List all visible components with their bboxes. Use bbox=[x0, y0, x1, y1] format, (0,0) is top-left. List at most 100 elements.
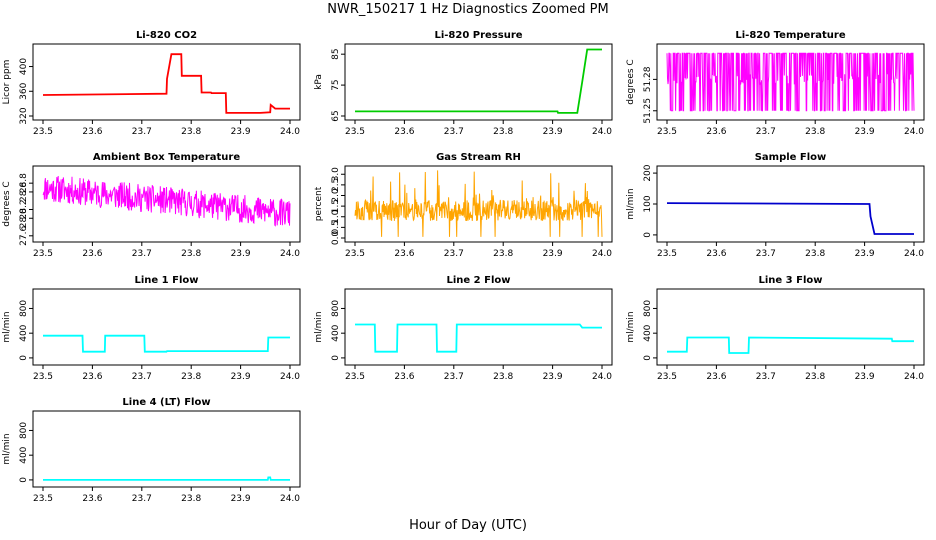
series-line bbox=[355, 48, 602, 114]
y-tick-label: 400 bbox=[19, 58, 29, 75]
y-tick-label: 28.2 bbox=[19, 199, 29, 219]
common-x-axis-label: Hour of Day (UTC) bbox=[409, 518, 527, 533]
x-tick-label: 23.6 bbox=[394, 249, 414, 259]
y-tick-label: 800 bbox=[643, 300, 653, 317]
x-tick-label: 23.5 bbox=[657, 249, 677, 259]
panel-title: Line 2 Flow bbox=[447, 275, 511, 286]
panel-8: Line 2 Flow ml/min 23.5 23.6 23.7 23.8 23.9 24.… bbox=[314, 275, 613, 382]
panel-10: Line 4 (LT) Flow ml/min 23.5 23.6 23.7 23.8 23… bbox=[2, 397, 301, 504]
y-axis-label: ml/min bbox=[314, 311, 324, 342]
x-tick-label: 24.0 bbox=[904, 127, 924, 137]
x-tick-label: 23.7 bbox=[756, 249, 776, 259]
x-tick-label: 23.6 bbox=[82, 494, 102, 504]
series-line bbox=[354, 170, 603, 237]
panel-title: Sample Flow bbox=[755, 152, 827, 163]
x-tick-label: 23.9 bbox=[543, 249, 563, 259]
y-tick-label: 85 bbox=[331, 48, 341, 59]
x-tick-label: 23.9 bbox=[543, 127, 563, 137]
y-axis-label: Licor ppm bbox=[2, 60, 12, 105]
plot-frame bbox=[32, 165, 301, 243]
panel-title: Line 3 Flow bbox=[759, 275, 823, 286]
panel-title: Line 1 Flow bbox=[135, 275, 199, 286]
y-tick-label: 0 bbox=[331, 355, 341, 361]
y-tick-label: 3.0 bbox=[331, 167, 341, 182]
y-axis-label: degrees C bbox=[626, 59, 636, 104]
y-tick-label: 800 bbox=[19, 300, 29, 317]
y-tick-label: 200 bbox=[643, 164, 653, 181]
x-tick-label: 24.0 bbox=[904, 372, 924, 382]
y-tick-label: 0 bbox=[19, 355, 29, 361]
y-tick-label: 800 bbox=[331, 300, 341, 317]
x-tick-label: 23.7 bbox=[132, 494, 152, 504]
y-tick-label: 0 bbox=[19, 477, 29, 483]
y-tick-label: 1.5 bbox=[331, 199, 341, 213]
y-tick-label: 28.6 bbox=[19, 182, 29, 202]
y-tick-label: 28.0 bbox=[19, 208, 29, 228]
x-tick-label: 23.9 bbox=[231, 127, 251, 137]
plot-frame bbox=[344, 288, 613, 366]
series-line bbox=[42, 175, 291, 227]
x-tick-label: 24.0 bbox=[280, 249, 300, 259]
x-tick-label: 24.0 bbox=[280, 372, 300, 382]
x-tick-label: 23.8 bbox=[805, 372, 825, 382]
y-tick-label: 51.28 bbox=[643, 66, 653, 92]
x-tick-label: 23.9 bbox=[231, 494, 251, 504]
y-tick-label: 51.25 bbox=[643, 98, 653, 124]
y-tick-label: 800 bbox=[19, 422, 29, 439]
x-tick-label: 23.6 bbox=[394, 127, 414, 137]
y-axis-label: percent bbox=[314, 186, 324, 221]
x-tick-label: 23.5 bbox=[33, 127, 53, 137]
panel-3: Li-820 Temperature degrees C 23.5 23.6 23.7 2… bbox=[626, 30, 925, 137]
x-tick-label: 23.5 bbox=[345, 127, 365, 137]
x-tick-label: 23.6 bbox=[706, 249, 726, 259]
panel-title: Li-820 Pressure bbox=[434, 30, 522, 41]
plot-frame bbox=[656, 43, 925, 121]
y-tick-label: 2.0 bbox=[331, 188, 341, 203]
y-tick-label: 1.0 bbox=[331, 209, 341, 224]
x-tick-label: 23.8 bbox=[805, 127, 825, 137]
x-tick-label: 23.6 bbox=[706, 372, 726, 382]
plot-frame bbox=[32, 288, 301, 366]
x-tick-label: 23.7 bbox=[132, 372, 152, 382]
x-tick-label: 23.8 bbox=[181, 494, 201, 504]
panel-title: Line 4 (LT) Flow bbox=[122, 397, 210, 408]
panel-6: Sample Flow ml/min 23.5 23.6 23.7 23.8 23.9 24.… bbox=[626, 152, 925, 259]
y-tick-label: 320 bbox=[19, 107, 29, 124]
x-tick-label: 23.8 bbox=[181, 249, 201, 259]
panel-1: Li-820 CO2 Licor ppm 23.5 23.6 23.7 23.8 23.9 2… bbox=[2, 30, 301, 137]
panel-title: Gas Stream RH bbox=[436, 152, 521, 163]
x-tick-label: 23.6 bbox=[82, 249, 102, 259]
x-tick-label: 23.7 bbox=[444, 127, 464, 137]
series-line bbox=[43, 476, 290, 481]
x-tick-label: 23.6 bbox=[394, 372, 414, 382]
y-tick-label: 0 bbox=[643, 355, 653, 361]
x-tick-label: 23.8 bbox=[181, 372, 201, 382]
x-tick-label: 24.0 bbox=[592, 372, 612, 382]
x-tick-label: 23.9 bbox=[855, 372, 875, 382]
x-tick-label: 23.8 bbox=[493, 127, 513, 137]
plot-frame bbox=[656, 288, 925, 366]
x-tick-label: 23.9 bbox=[855, 127, 875, 137]
series-line bbox=[43, 334, 290, 353]
y-tick-label: 2.5 bbox=[331, 178, 341, 192]
panel-7: Line 1 Flow ml/min 23.5 23.6 23.7 23.8 23.9 24.… bbox=[2, 275, 301, 382]
x-tick-label: 23.7 bbox=[756, 127, 776, 137]
panel-2: Li-820 Pressure kPa 23.5 23.6 23.7 23.8 23.9 24… bbox=[314, 30, 613, 137]
x-tick-label: 23.6 bbox=[82, 127, 102, 137]
panel-4: Ambient Box Temperature degrees C 23.5 23.6… bbox=[2, 152, 301, 259]
series-line bbox=[667, 336, 914, 354]
panel-title: Li-820 Temperature bbox=[735, 30, 845, 41]
x-tick-label: 23.7 bbox=[444, 249, 464, 259]
y-tick-label: 400 bbox=[19, 324, 29, 341]
y-axis-label: kPa bbox=[314, 74, 324, 90]
y-tick-label: 75 bbox=[331, 79, 341, 90]
x-tick-label: 23.8 bbox=[493, 249, 513, 259]
panel-5: Gas Stream RH percent 23.5 23.6 23.7 23.8 23.9… bbox=[314, 152, 613, 259]
series-line bbox=[355, 323, 602, 353]
x-tick-label: 23.7 bbox=[132, 127, 152, 137]
x-tick-label: 23.7 bbox=[444, 372, 464, 382]
x-tick-label: 23.9 bbox=[543, 372, 563, 382]
y-tick-label: 65 bbox=[331, 110, 341, 121]
y-axis-label: ml/min bbox=[626, 188, 636, 219]
series-line bbox=[42, 53, 290, 114]
